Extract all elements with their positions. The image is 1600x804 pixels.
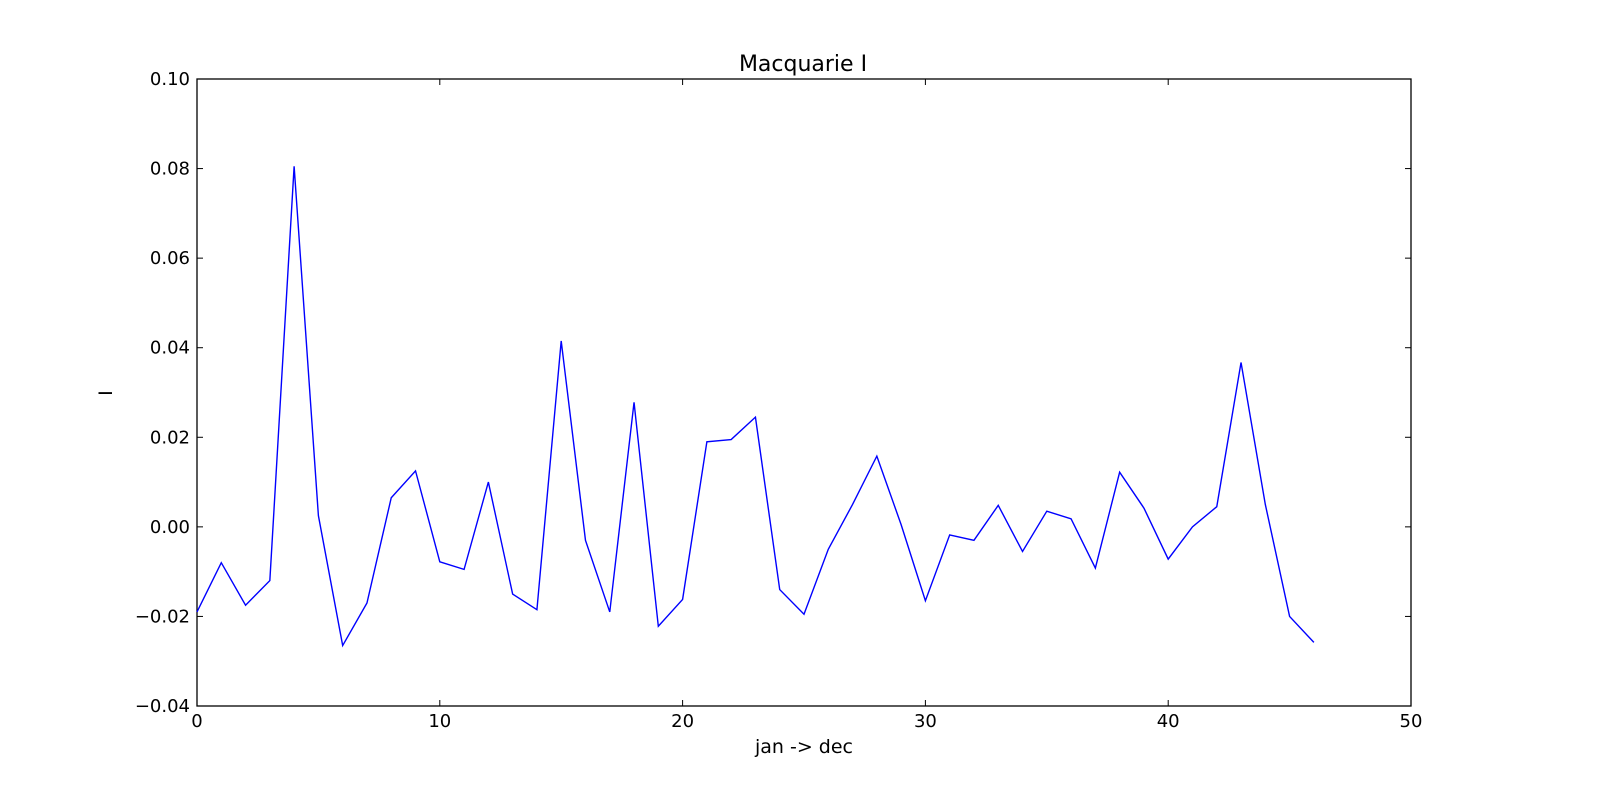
- series-line: [196, 166, 1315, 648]
- x-tick-label: 10: [428, 711, 451, 732]
- y-tick-label: 0.10: [150, 69, 190, 90]
- y-tick-label: 0.06: [150, 248, 190, 269]
- y-tick-label: 0.04: [150, 338, 190, 359]
- x-tick-label: 20: [671, 711, 694, 732]
- y-tick-label: 0.02: [150, 427, 190, 448]
- y-tick-label: 0.08: [150, 159, 190, 180]
- y-axis-ticks: −0.04 −0.02 0.00 0.02 0.04 0.06 0.08 0.10: [135, 69, 1411, 717]
- y-tick-label: −0.02: [135, 606, 190, 627]
- x-tick-label: 40: [1157, 711, 1180, 732]
- y-tick-label: 0.00: [150, 517, 190, 538]
- y-axis-label: I: [95, 390, 117, 396]
- x-tick-label: 50: [1400, 711, 1423, 732]
- series-layer: [196, 166, 1315, 648]
- plot-area: 0 10 20 30 40 50 −0.04 −0.02 0.00 0.02 0.04 0.06 0.…: [135, 69, 1423, 732]
- x-axis-ticks: 0 10 20 30 40 50: [191, 79, 1422, 732]
- axes-frame: [196, 78, 1412, 707]
- y-tick-label: −0.04: [135, 696, 190, 717]
- x-axis-label: jan -> dec: [754, 736, 853, 758]
- chart-title: Macquarie I: [739, 52, 867, 77]
- x-tick-label: 0: [191, 711, 202, 732]
- x-tick-label: 30: [914, 711, 937, 732]
